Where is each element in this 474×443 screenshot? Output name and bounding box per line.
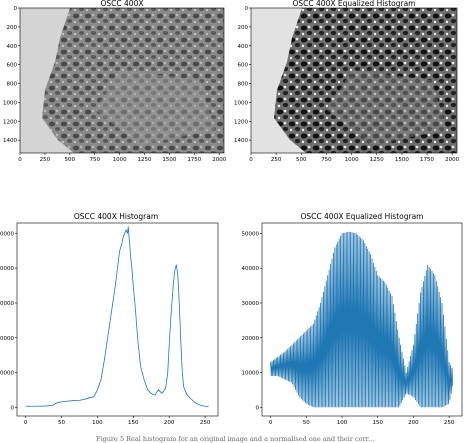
chart-ticks-equalized: 0 50 100 150 200 250 0 10000 20000 30000 40000 5000… [242,231,455,426]
image-xtick-label: 1000 [345,157,359,163]
chart-xtick-label: 100 [337,420,348,426]
image-ytick-label: 1200 [3,119,17,125]
image-ytick-label: 800 [7,82,18,88]
image-xticks-original: 0 250 500 750 1000 1250 1500 1750 2000 [18,153,227,163]
histogram-line-equalized [270,231,454,408]
chart-ytick-label: 50000 [0,231,14,237]
image-ytick-label: 1000 [234,100,248,106]
image-ytick-label: 0 [14,6,18,12]
tissue-shading-original [95,70,215,145]
figure-caption: Figure 5 Real histogram for an original … [96,435,374,443]
chart-ytick-label: 10000 [0,371,14,377]
image-xtick-label: 500 [296,157,307,163]
image-xtick-label: 250 [40,157,51,163]
image-xtick-label: 750 [321,157,332,163]
image-xtick-label: 1500 [162,157,176,163]
image-ytick-label: 1000 [3,100,17,106]
image-ytick-label: 200 [238,25,249,31]
histogram-panel-equalized: OSCC 400X Equalized Histogram 0 50 100 150 2… [242,212,463,426]
image-frame-equalized [250,7,458,154]
image-xtick-label: 0 [18,157,22,163]
image-frame-original [19,7,225,154]
image-ytick-label: 200 [7,25,18,31]
image-panel-original: OSCC 400X 0 250 500 750 1000 1250 1500 1750 2000… [3,0,227,163]
image-ytick-label: 1200 [234,119,248,125]
chart-ticks-original: 0 50 100 150 200 250 0 10000 20000 30000 40000 5000… [0,231,211,426]
chart-frame-original [16,222,219,417]
chart-xtick-label: 250 [200,420,211,426]
image-xtick-label: 500 [65,157,76,163]
image-xtick-label: 1250 [370,157,384,163]
image-ytick-label: 1400 [234,138,248,144]
chart-frame-equalized [261,222,463,417]
chart-xtick-label: 100 [92,420,103,426]
chart-ytick-label: 20000 [242,336,260,342]
chart-xtick-label: 50 [303,420,310,426]
chart-ytick-label: 0 [256,405,260,411]
image-yticks-original: 0 200 400 600 800 1000 1200 1400 [3,6,20,144]
image-ytick-label: 0 [245,6,249,12]
chart-title-original: OSCC 400X Histogram [74,212,158,221]
tissue-region-equalized [274,8,457,153]
chart-ytick-label: 0 [11,405,15,411]
image-ytick-label: 400 [238,44,249,50]
image-title-original: OSCC 400X [101,0,144,8]
histogram-panel-original: OSCC 400X Histogram 0 50 100 150 200 250 0 1000… [0,212,219,426]
chart-ytick-label: 20000 [0,336,14,342]
image-title-equalized: OSCC 400X Equalized Histogram [293,0,416,8]
chart-xtick-label: 250 [444,420,455,426]
chart-ytick-label: 50000 [242,231,260,237]
chart-xtick-label: 50 [58,420,65,426]
image-xtick-label: 1500 [395,157,409,163]
chart-ytick-label: 40000 [242,266,260,272]
chart-xtick-label: 0 [269,420,273,426]
chart-ytick-label: 30000 [242,301,260,307]
image-panel-equalized: OSCC 400X Equalized Histogram 0 250 500 750… [234,0,460,163]
image-xtick-label: 2000 [212,157,226,163]
chart-ytick-label: 40000 [0,266,14,272]
image-xtick-label: 0 [249,157,253,163]
image-ytick-label: 800 [238,82,249,88]
image-xtick-label: 1750 [187,157,201,163]
image-xtick-label: 2000 [445,157,459,163]
chart-xtick-label: 200 [408,420,419,426]
histogram-line-original [25,226,209,408]
chart-ytick-label: 10000 [242,371,260,377]
tissue-region-original [42,8,224,153]
chart-xtick-label: 150 [372,420,383,426]
image-xtick-label: 1000 [113,157,127,163]
image-ytick-label: 600 [238,63,249,69]
chart-ytick-label: 30000 [0,301,14,307]
image-ytick-label: 400 [7,44,18,50]
image-ytick-label: 1400 [3,138,17,144]
image-xtick-label: 250 [271,157,282,163]
chart-title-equalized: OSCC 400X Equalized Histogram [301,212,424,221]
chart-xtick-label: 0 [24,420,28,426]
image-xtick-label: 1250 [138,157,152,163]
image-yticks-equalized: 0 200 400 600 800 1000 1200 1400 [234,6,251,144]
chart-xtick-label: 200 [164,420,175,426]
tissue-shading-equalized [327,70,447,145]
image-xticks-equalized: 0 250 500 750 1000 1250 1500 1750 2000 [249,153,460,163]
image-xtick-label: 1750 [420,157,434,163]
image-xtick-label: 750 [89,157,100,163]
image-ytick-label: 600 [7,63,18,69]
chart-xtick-label: 150 [128,420,139,426]
